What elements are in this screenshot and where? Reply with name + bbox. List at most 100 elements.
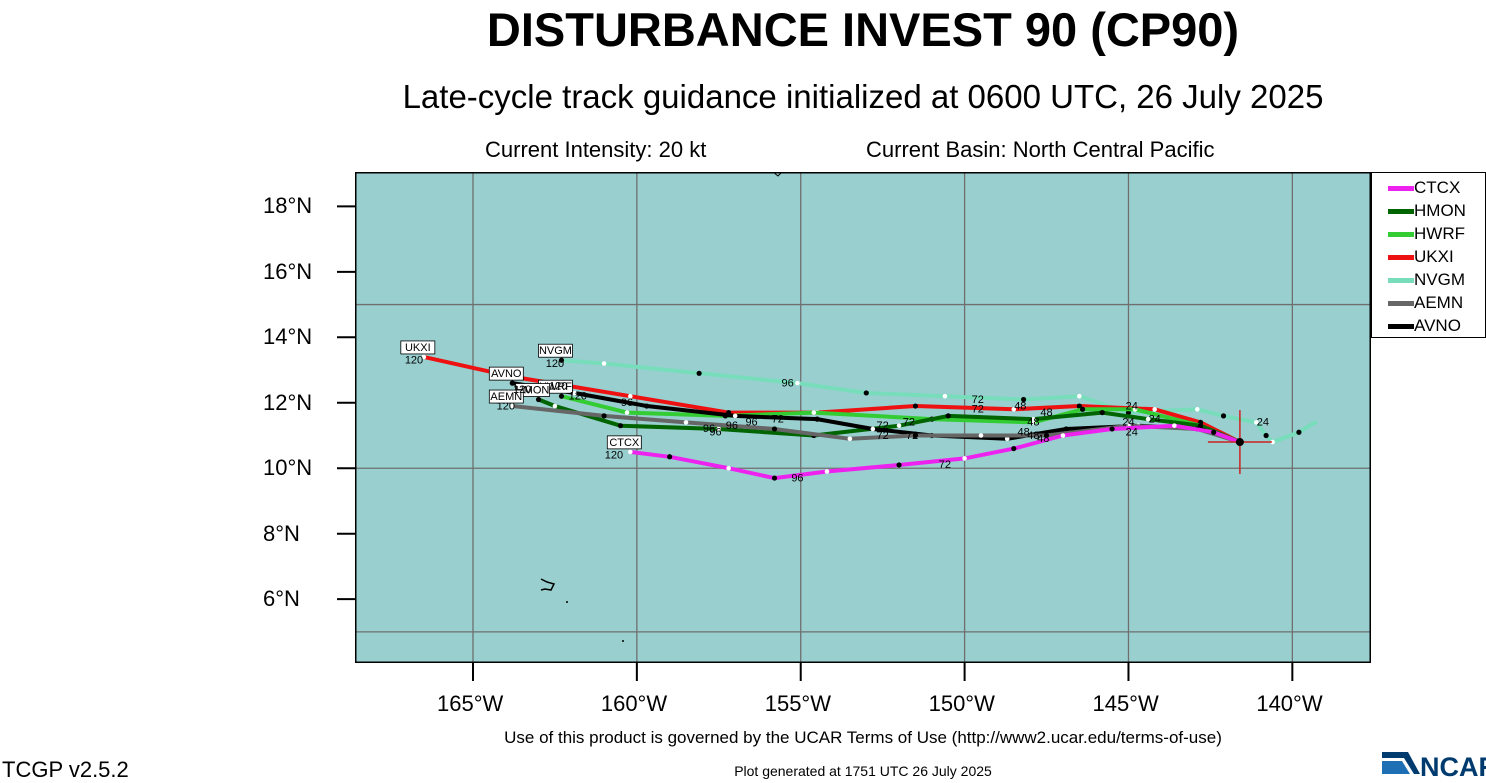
track-end-label-box: [400, 340, 436, 355]
track-point: [628, 393, 633, 399]
track-point: [1152, 407, 1157, 412]
hour-label: 96: [621, 397, 633, 409]
legend-swatch: [1388, 209, 1414, 214]
track-point: [863, 390, 869, 396]
track-point: [683, 420, 689, 425]
x-tick-label: 145°W: [1092, 691, 1159, 716]
legend-item-avno: AVNO: [1372, 315, 1486, 337]
track-point: [1043, 432, 1050, 439]
hour-label: 120: [605, 449, 623, 461]
hour-label: 96: [781, 377, 793, 389]
track-point: [558, 393, 565, 399]
track-point: [601, 361, 607, 366]
track-end-label-text: UKXI: [405, 342, 431, 354]
track-point: [896, 423, 902, 428]
track-end-label-box: [488, 389, 524, 404]
version-label: TCGP v2.5.2: [2, 757, 129, 782]
track-point: [1020, 396, 1027, 403]
legend-label: AEMN: [1414, 293, 1464, 312]
track-point: [1004, 436, 1010, 442]
track-point: [667, 454, 673, 460]
track-point: [696, 370, 702, 376]
track-point: [945, 413, 951, 419]
track-point: [1296, 429, 1302, 435]
hour-label: 24: [1126, 427, 1138, 439]
track-end-label-box: [606, 435, 642, 450]
hour-label: 72: [772, 413, 784, 425]
hour-label: 120: [546, 358, 564, 370]
track-end-label-text: HMON: [516, 384, 550, 396]
legend-swatch: [1388, 255, 1414, 260]
track-point: [644, 403, 650, 409]
hour-label: 72: [877, 430, 889, 442]
ncar-logo-swoosh: [1382, 752, 1420, 774]
hour-label: 96: [791, 472, 803, 484]
hour-label: 96: [703, 423, 715, 435]
y-tick-label: 18°N: [263, 193, 313, 219]
track-point: [624, 410, 630, 415]
track-point: [1099, 409, 1105, 416]
track-labels: 96120NVGM120UKXIHWRFHMON7296AVNO96120AEM…: [400, 340, 1269, 484]
y-tick-label: 12°N: [263, 389, 313, 415]
track-point: [912, 432, 919, 439]
track-nvgm: [559, 358, 1318, 445]
hour-label: 120: [405, 354, 423, 366]
legend-swatch: [1388, 324, 1414, 329]
legend-item-ctcx: CTCX: [1372, 177, 1486, 199]
track-end-label-text: AEMN: [490, 391, 522, 403]
track-point: [942, 393, 948, 399]
track-point: [535, 396, 542, 403]
generated-timestamp: Plot generated at 1751 UTC 26 July 2025: [734, 763, 992, 779]
track-point: [912, 403, 919, 409]
legend-swatch: [1388, 186, 1414, 191]
x-tick-label: 165°W: [436, 691, 504, 716]
track-point: [1011, 407, 1017, 412]
x-tick-label: 160°W: [600, 691, 668, 716]
hour-label: 72: [972, 404, 984, 416]
track-point: [1031, 420, 1036, 425]
hour-label: 72: [903, 417, 915, 429]
track-point: [552, 403, 558, 409]
legend-item-hwrf: HWRF: [1372, 223, 1486, 245]
track-point: [716, 426, 722, 432]
legend-label: CTCX: [1414, 178, 1461, 197]
current-position-dot: [1235, 438, 1244, 447]
legend-swatch: [1388, 232, 1414, 237]
hour-label: 48: [1040, 407, 1052, 419]
track-point: [962, 456, 967, 461]
x-tick-label: 155°W: [764, 691, 831, 716]
track-hwrf: [559, 394, 1242, 445]
track-point: [814, 416, 820, 422]
track-end-label-text: NVGM: [539, 345, 572, 357]
hour-label: 72: [877, 420, 889, 432]
track-point: [1079, 406, 1086, 412]
track-end-label: AVNO: [488, 366, 524, 381]
ncar-logo-text: NCAR: [1420, 752, 1486, 780]
legend-label: HMON: [1414, 201, 1466, 220]
legend-item-hmon: HMON: [1372, 200, 1486, 222]
x-tick-label: 150°W: [928, 691, 995, 716]
island-mark: [622, 640, 624, 642]
track-end-label: UKXI: [400, 340, 436, 355]
current-basin: Current Basin: North Central Pacific: [866, 137, 1215, 162]
hour-label: 120: [549, 381, 567, 393]
track-point: [726, 465, 731, 471]
hour-label: 96: [709, 427, 721, 439]
hour-label: 120: [569, 390, 587, 402]
track-point: [1031, 416, 1036, 422]
track-hmon: [536, 397, 1242, 445]
track-point: [811, 410, 817, 415]
hour-label: 48: [1027, 417, 1039, 429]
track-end-label-box: [488, 366, 524, 381]
ncar-logo: NCAR: [1382, 752, 1486, 780]
track-end-label: HMON: [515, 383, 550, 397]
legend-swatch: [1388, 278, 1414, 283]
track-point: [601, 413, 607, 419]
track-point: [1270, 439, 1275, 445]
track-point: [628, 449, 633, 455]
track-point: [1063, 426, 1069, 432]
ocean-background: [355, 172, 1371, 663]
hour-label: 96: [745, 417, 757, 429]
track-point: [509, 380, 515, 386]
track-end-label: NVGM: [538, 343, 573, 358]
